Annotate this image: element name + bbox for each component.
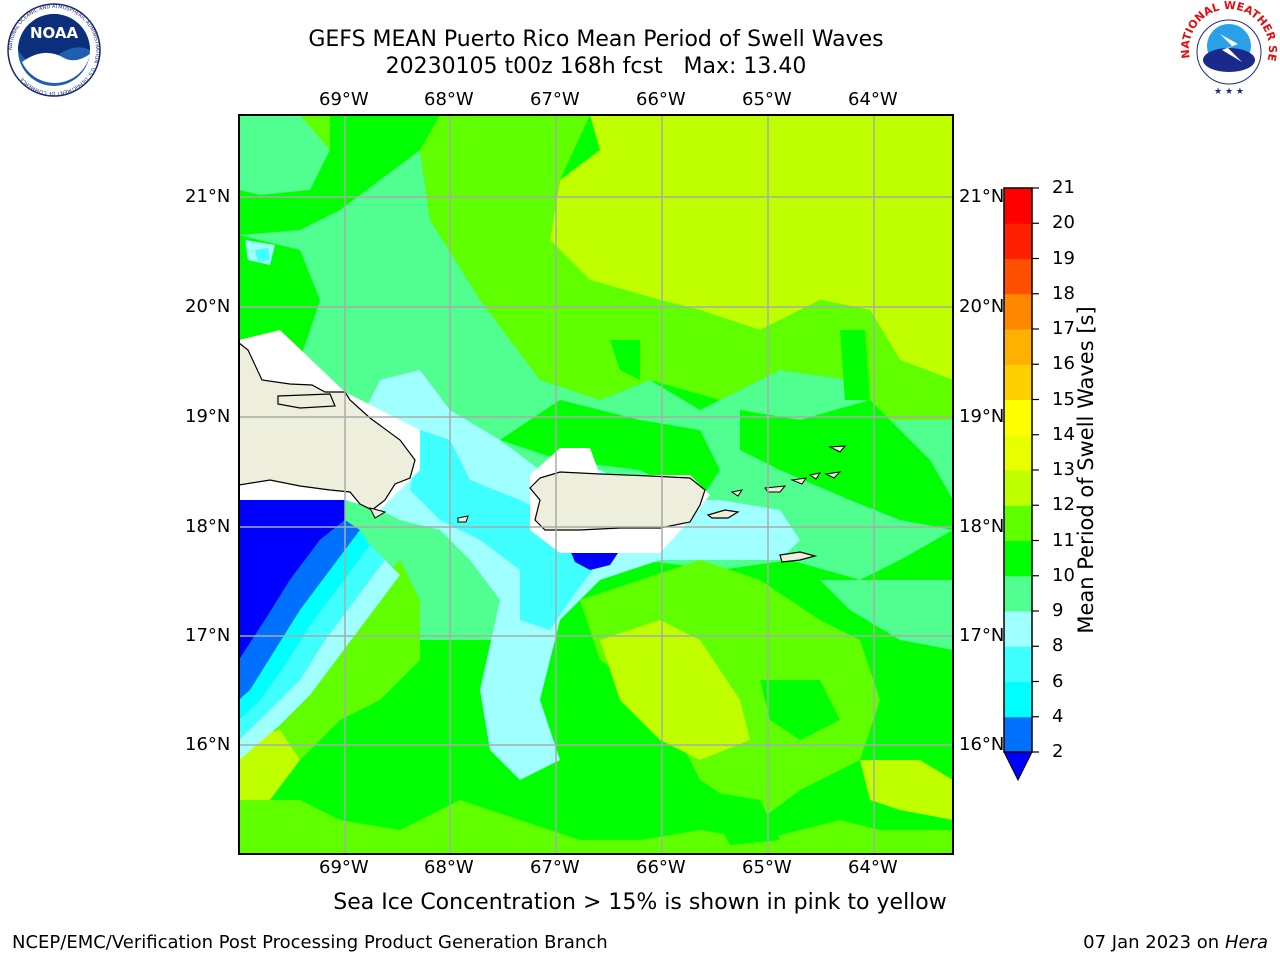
colorbar-cell [1004, 364, 1032, 400]
colorbar-tick-label: 20 [1052, 212, 1075, 234]
colorbar-cell [1004, 188, 1032, 224]
colorbar-tick-label: 12 [1052, 494, 1075, 516]
colorbar-tick-label: 21 [1052, 177, 1075, 198]
colorbar-tick-label: 9 [1052, 600, 1064, 621]
colorbar-tick-label: 18 [1052, 282, 1075, 304]
colorbar-cell [1004, 434, 1032, 471]
colorbar-cell [1004, 258, 1032, 295]
lon-label: 68°W [424, 89, 474, 110]
colorbar-tick-label: 6 [1052, 670, 1064, 692]
colorbar-cell [1004, 223, 1032, 259]
colorbar-cell [1004, 681, 1032, 718]
lon-label: 67°W [530, 89, 580, 110]
colorbar-cell [1004, 540, 1032, 577]
lat-label: 16°N [185, 734, 231, 755]
lat-label: 17°N [959, 625, 1005, 646]
colorbar-extend-arrow [1003, 751, 1033, 782]
colorbar-tick-label: 2 [1052, 741, 1064, 762]
colorbar-cell [1004, 716, 1032, 753]
lon-label: 64°W [848, 857, 898, 878]
noaa-logo: NOAA NATIONAL OCEANIC AND ATMOSPHERIC AD… [7, 3, 101, 97]
credit-date: 07 Jan 2023 on Hera [1083, 932, 1268, 953]
colorbar-tick-label: 14 [1052, 423, 1075, 445]
colorbar-cell [1004, 329, 1032, 365]
lon-label: 67°W [530, 857, 580, 878]
lat-label: 20°N [959, 296, 1005, 317]
lon-label: 65°W [742, 89, 792, 110]
lon-label: 64°W [848, 89, 898, 110]
colorbar-cell [1004, 505, 1032, 541]
svg-text:★ ★ ★: ★ ★ ★ [1214, 87, 1244, 97]
lon-label: 66°W [636, 857, 686, 878]
colorbar-cell [1004, 399, 1032, 436]
colorbar-tick-label: 8 [1052, 635, 1064, 657]
title-line-1: GEFS MEAN Puerto Rico Mean Period of Swe… [308, 27, 884, 52]
colorbar-cell [1004, 646, 1032, 682]
swell-period-field [239, 115, 953, 854]
nws-logo: NATIONAL WEATHER SERVICE ★ ★ ★ [1176, 0, 1279, 97]
credit-branch: NCEP/EMC/Verification Post Processing Pr… [12, 932, 608, 953]
lat-label: 18°N [185, 516, 231, 537]
hispaniola [239, 342, 416, 511]
colorbar-tick-label: 13 [1052, 459, 1075, 480]
colorbar-tick-label: 10 [1052, 564, 1075, 586]
contour-12-13-south [600, 620, 750, 760]
sea-ice-note: Sea Ice Concentration > 15% is shown in … [333, 890, 947, 915]
colorbar-cell [1004, 470, 1032, 506]
lat-label: 19°N [959, 406, 1005, 427]
lat-label: 21°N [185, 186, 231, 207]
lat-label: 21°N [959, 186, 1005, 207]
colorbar-title: Mean Period of Swell Waves [s] [1074, 306, 1098, 634]
colorbar-tick-label: 19 [1052, 247, 1075, 269]
lat-label: 19°N [185, 406, 231, 427]
contour-11-12 [420, 115, 953, 420]
lon-label: 68°W [424, 857, 474, 878]
contour-6-8 [410, 430, 620, 630]
colorbar-tick-label: 15 [1052, 388, 1075, 410]
colorbar-tick-label: 4 [1052, 705, 1064, 727]
lon-label: 65°W [742, 857, 792, 878]
chart-title: GEFS MEAN Puerto Rico Mean Period of Swe… [196, 26, 996, 80]
noaa-logo-text: NOAA [30, 24, 79, 42]
lon-label: 66°W [636, 89, 686, 110]
lat-label: 18°N [959, 516, 1005, 537]
colorbar-ticks [1032, 187, 1039, 753]
lon-label: 69°W [319, 89, 369, 110]
contour-2-4 [239, 500, 345, 660]
title-line-2: 20230105 t00z 168h fcst Max: 13.40 [385, 54, 807, 79]
map-frame [238, 114, 954, 855]
colorbar-cell [1004, 575, 1032, 612]
credit-date-text: 07 Jan 2023 on [1083, 932, 1225, 953]
lat-label: 20°N [185, 296, 231, 317]
colorbar-cell [1004, 611, 1032, 647]
contour-12-13 [550, 115, 953, 380]
credit-host: Hera [1224, 932, 1268, 953]
lat-label: 16°N [959, 734, 1005, 755]
colorbar-cells [1004, 188, 1032, 753]
lon-label: 69°W [319, 857, 369, 878]
lat-label: 17°N [185, 625, 231, 646]
colorbar-cell [1004, 293, 1032, 330]
colorbar-tick-label: 16 [1052, 353, 1075, 375]
graticule [239, 115, 953, 854]
colorbar-tick-label: 17 [1052, 318, 1075, 339]
colorbar-tick-label: 11 [1052, 529, 1075, 551]
